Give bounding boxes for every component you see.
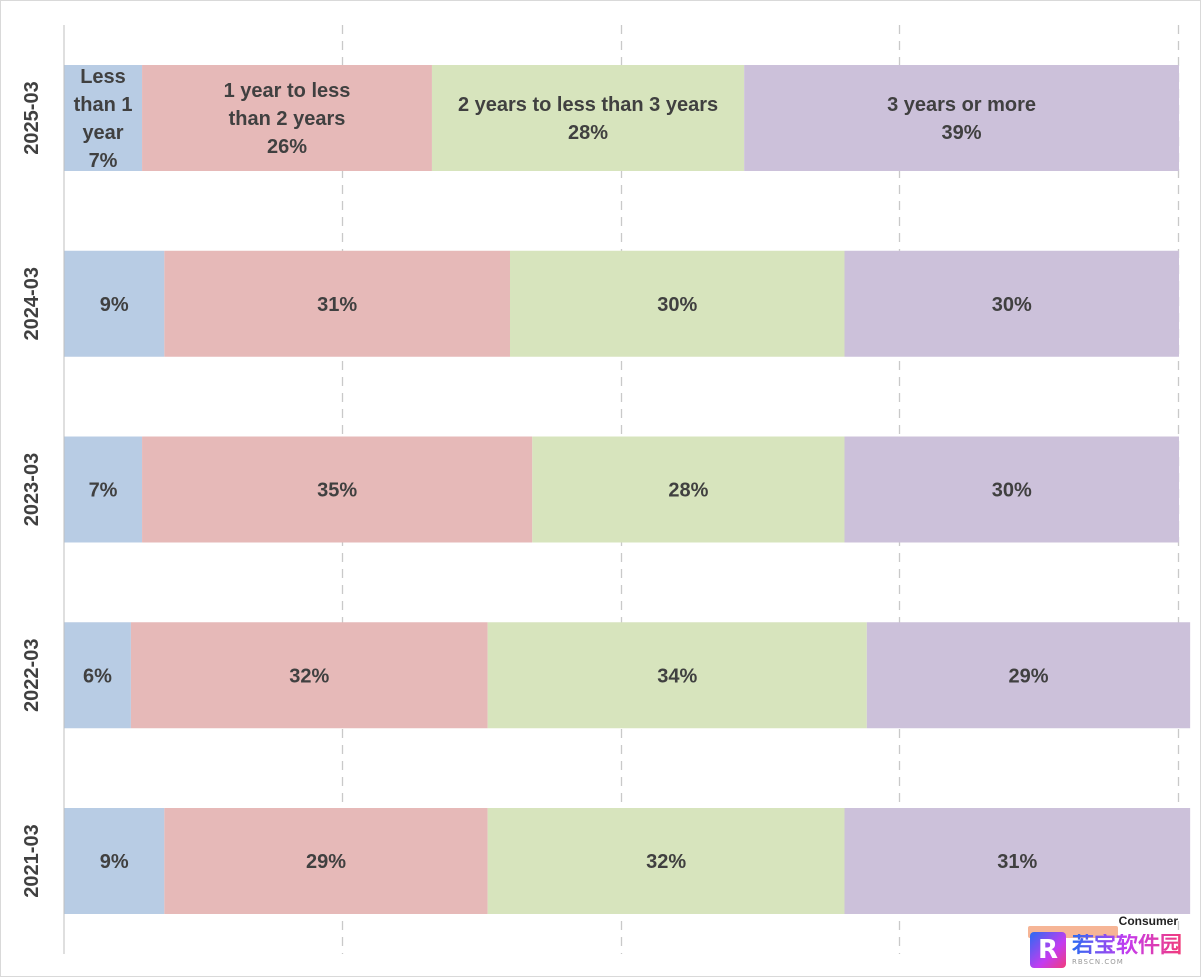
category-label-2021-03: 2021-03: [21, 824, 43, 897]
bar-2022-03-series-2: [487, 622, 867, 729]
bar-label-2024-03-series-3: 30%: [992, 294, 1032, 316]
bar-label-2022-03-series-1: 32%: [289, 665, 329, 687]
bar-2023-03-series-1: [142, 436, 533, 543]
bar-2023-03-series-0: [64, 436, 143, 543]
bar-2024-03-series-2: [510, 250, 845, 357]
watermark: R 若宝软件园 RBSCN.COM: [1029, 932, 1182, 968]
bar-label-2023-03-series-1: 35%: [317, 480, 357, 502]
watermark-logo-icon: R: [1029, 932, 1066, 968]
bar-2025-03-series-2: [431, 65, 745, 171]
bar-label-2023-03-series-3: 30%: [992, 480, 1032, 502]
watermark-text: 若宝软件园 RBSCN.COM: [1071, 933, 1182, 967]
bar-2021-03-series-0: [64, 808, 165, 914]
bar-label-2025-03-series-0: Less than 1 year 7%: [74, 66, 133, 172]
bar-label-2025-03-series-1: 1 year to less than 2 years 26%: [224, 80, 351, 158]
bar-label-2021-03-series-0: 9%: [100, 851, 129, 873]
bar-label-2024-03-series-1: 31%: [317, 294, 357, 316]
bars: [64, 65, 1191, 914]
bar-2024-03-series-1: [164, 250, 510, 357]
bar-label-2024-03-series-0: 9%: [100, 294, 129, 316]
bar-2025-03-series-3: [744, 65, 1179, 171]
watermark-consumer: Consumer: [1118, 914, 1178, 928]
bar-2022-03-series-0: [64, 622, 131, 729]
category-label-2024-03: 2024-03: [21, 267, 43, 340]
bar-2021-03-series-3: [844, 808, 1191, 914]
bar-2025-03-series-0: [64, 65, 143, 171]
bar-2024-03-series-3: [844, 250, 1179, 357]
bar-2021-03-series-2: [487, 808, 845, 914]
bar-label-2023-03-series-2: 28%: [668, 480, 708, 502]
bar-label-2021-03-series-2: 32%: [646, 851, 686, 873]
bar-label-2021-03-series-3: 31%: [997, 851, 1037, 873]
watermark-sub: RBSCN.COM: [1071, 958, 1124, 966]
bar-2022-03-series-3: [866, 622, 1191, 729]
bar-label-2024-03-series-2: 30%: [657, 294, 697, 316]
bar-label-2025-03-series-3: 3 years or more 39%: [887, 94, 1036, 144]
watermark-brand: 若宝软件园: [1071, 933, 1182, 958]
category-label-2025-03: 2025-03: [21, 81, 43, 154]
bar-label-2022-03-series-2: 34%: [657, 665, 697, 687]
bar-2025-03-series-1: [142, 65, 432, 171]
category-label-2023-03: 2023-03: [21, 453, 43, 526]
bar-label-2023-03-series-0: 7%: [89, 480, 118, 502]
bar-label-2022-03-series-0: 6%: [83, 665, 112, 687]
bar-2023-03-series-2: [532, 436, 845, 543]
bar-label-2022-03-series-3: 29%: [1008, 665, 1048, 687]
category-labels: 2025-03 2024-03 2023-03 2022-03 2021-03: [21, 81, 43, 897]
bar-2023-03-series-3: [844, 436, 1179, 543]
bar-label-2025-03-series-2: 2 years to less than 3 years 28%: [458, 94, 718, 144]
bar-label-2021-03-series-1: 29%: [306, 851, 346, 873]
bar-2024-03-series-0: [64, 250, 165, 357]
bar-2021-03-series-1: [164, 808, 488, 914]
category-label-2022-03: 2022-03: [21, 639, 43, 712]
bar-labels: Less than 1 year 7% 1 year to less than 2 yea…: [74, 66, 1049, 873]
bar-2022-03-series-1: [130, 622, 488, 729]
